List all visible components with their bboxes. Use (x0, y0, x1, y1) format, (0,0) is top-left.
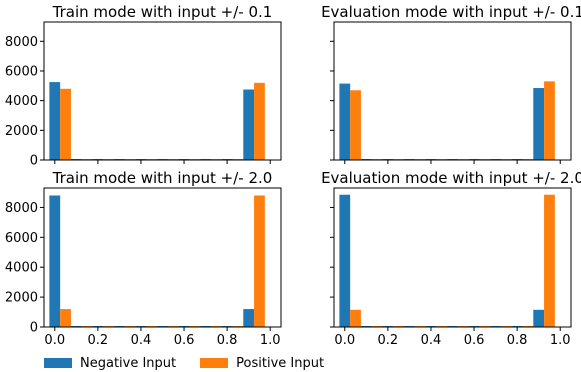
y-tick-label: 2000 (5, 291, 38, 306)
x-tick-label: 0.0 (44, 333, 65, 348)
legend-item-positive: Positive Input (200, 356, 324, 371)
y-tick-label: 8000 (5, 35, 38, 50)
panel-frame (333, 187, 572, 328)
y-tick-label: 4000 (5, 94, 38, 109)
x-tick-label: 0.8 (217, 333, 238, 348)
x-tick-label: 0.6 (174, 333, 195, 348)
panel-frame (333, 21, 572, 161)
legend-item-negative: Negative Input (44, 356, 176, 371)
panel-frame (43, 187, 282, 328)
y-tick-label: 6000 (5, 64, 38, 79)
bar-negative-input (339, 194, 351, 327)
bar-negative-input (49, 195, 61, 327)
bar-positive-input (350, 90, 361, 160)
bar-positive-input (60, 309, 71, 327)
panel-title: Train mode with input +/- 2.0 (52, 169, 273, 187)
x-tick-label: 0.4 (131, 333, 152, 348)
bar-positive-input (544, 194, 555, 327)
x-tick-label: 0.6 (464, 333, 485, 348)
x-tick-label: 1.0 (550, 333, 571, 348)
panel-title: Evaluation mode with input +/- 0.1 (321, 3, 581, 21)
x-tick-label: 0.2 (378, 333, 399, 348)
panel-frame (43, 21, 282, 161)
bar-positive-input (254, 82, 265, 160)
y-tick-label: 0 (30, 154, 38, 169)
y-tick-label: 4000 (5, 261, 38, 276)
y-tick-label: 6000 (5, 231, 38, 246)
legend-label-negative: Negative Input (80, 355, 177, 371)
bar-positive-input (544, 81, 555, 160)
bar-positive-input (350, 309, 361, 327)
bar-negative-input (533, 88, 545, 160)
bar-negative-input (533, 309, 545, 327)
x-tick-label: 0.0 (334, 333, 355, 348)
legend-label-positive: Positive Input (236, 355, 325, 371)
y-tick-label: 8000 (5, 201, 38, 216)
legend-swatch-positive (200, 358, 229, 368)
x-tick-label: 0.2 (88, 333, 109, 348)
bar-negative-input (49, 82, 61, 160)
panel-title: Train mode with input +/- 0.1 (52, 3, 273, 21)
x-tick-label: 1.0 (260, 333, 281, 348)
bar-negative-input (243, 89, 255, 160)
x-tick-label: 0.8 (507, 333, 528, 348)
y-tick-label: 2000 (5, 124, 38, 139)
panel-title: Evaluation mode with input +/- 2.0 (321, 169, 581, 187)
y-tick-label: 0 (30, 321, 38, 336)
bar-positive-input (254, 195, 265, 327)
legend-swatch-negative (44, 358, 72, 368)
bar-positive-input (60, 88, 71, 160)
x-tick-label: 0.4 (421, 333, 442, 348)
chart-legend: Negative Input Positive Input (44, 354, 348, 372)
bar-negative-input (243, 309, 255, 327)
bar-negative-input (339, 83, 351, 160)
